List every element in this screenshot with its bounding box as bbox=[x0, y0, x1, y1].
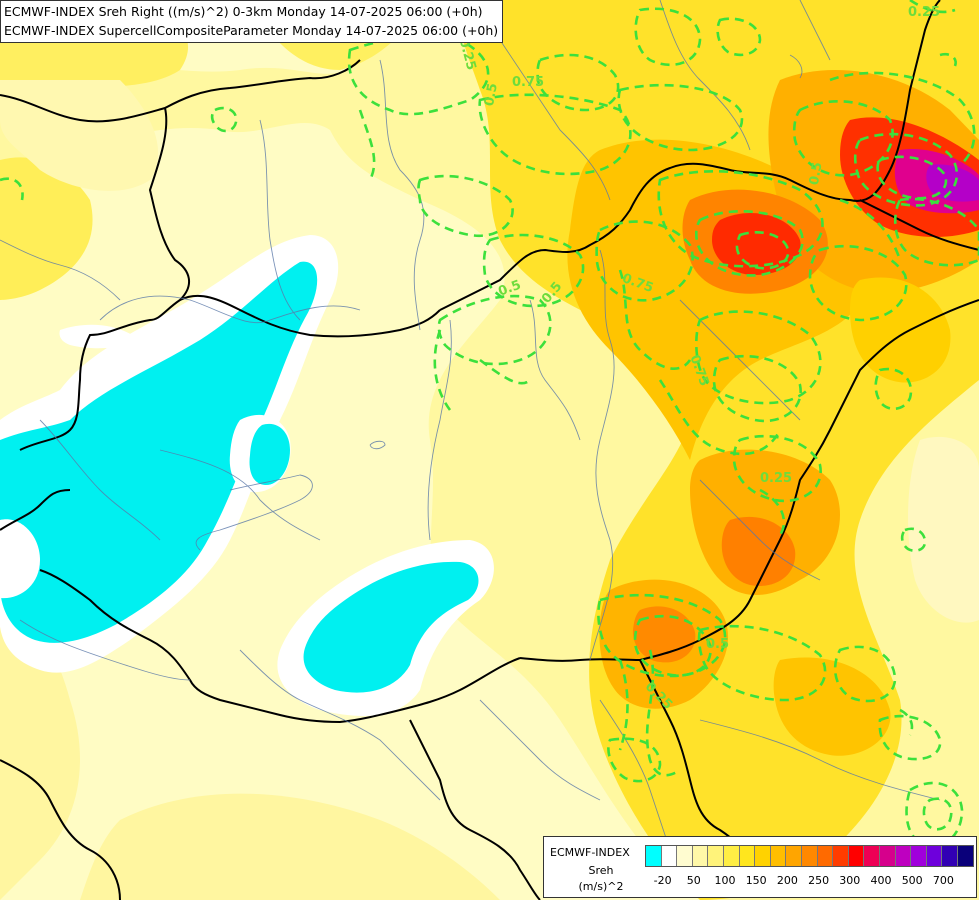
legend-tick: 200 bbox=[776, 874, 798, 887]
legend-tick: 700 bbox=[932, 874, 954, 887]
contour-label: 0.25 bbox=[760, 471, 792, 486]
legend-swatch bbox=[770, 846, 787, 866]
legend-tick: 50 bbox=[686, 874, 701, 887]
legend-swatch bbox=[911, 846, 927, 866]
legend-swatch bbox=[708, 846, 724, 866]
legend-tick: 400 bbox=[870, 874, 892, 887]
regional-lines bbox=[0, 0, 941, 881]
legend-swatch bbox=[723, 846, 740, 866]
contour-label: 0.75 bbox=[512, 75, 544, 90]
legend-swatch bbox=[661, 846, 678, 866]
legend-swatch bbox=[957, 846, 974, 866]
title-line-1: ECMWF-INDEX Sreh Right ((m/s)^2) 0-3km M… bbox=[4, 4, 483, 19]
legend-swatch bbox=[879, 846, 896, 866]
title-line-2: ECMWF-INDEX SupercellCompositeParameter … bbox=[4, 23, 499, 38]
legend-swatch bbox=[677, 846, 693, 866]
legend-swatch bbox=[895, 846, 912, 866]
contour-label: 0.5 bbox=[496, 278, 523, 300]
legend-unit: (m/s)^2 bbox=[578, 880, 624, 893]
contour-label: 0.5 bbox=[706, 637, 729, 652]
legend-tick: 300 bbox=[839, 874, 861, 887]
legend-swatch bbox=[833, 846, 849, 866]
sreh-cyan-areas bbox=[0, 80, 494, 716]
legend-swatch bbox=[646, 846, 662, 866]
legend-tick: 500 bbox=[901, 874, 923, 887]
legend-tick: 250 bbox=[808, 874, 830, 887]
legend-tick-labels: -20 50 100 150 200 250 300 400 500 700 bbox=[645, 874, 967, 890]
contour-label: 0.5 bbox=[482, 82, 501, 107]
legend-model-name: ECMWF-INDEX bbox=[550, 846, 630, 859]
legend-color-bar bbox=[645, 845, 975, 867]
legend-tick: -20 bbox=[653, 874, 672, 887]
legend-variable: Sreh bbox=[588, 864, 614, 877]
legend-swatch bbox=[692, 846, 709, 866]
legend-tick: 100 bbox=[714, 874, 736, 887]
color-legend: ECMWF-INDEX Sreh (m/s)^2 -20 50 100 150 200 2… bbox=[543, 836, 977, 898]
contour-label: 0.25 bbox=[908, 5, 940, 20]
legend-swatch bbox=[926, 846, 943, 866]
legend-swatch bbox=[739, 846, 756, 866]
scp-contours bbox=[0, 0, 979, 848]
legend-swatch bbox=[786, 846, 802, 866]
legend-swatch bbox=[801, 846, 818, 866]
legend-swatch bbox=[755, 846, 771, 866]
legend-swatch bbox=[864, 846, 880, 866]
legend-swatch bbox=[848, 846, 865, 866]
contour-label: 0.5 bbox=[807, 161, 826, 186]
map-title-box: ECMWF-INDEX Sreh Right ((m/s)^2) 0-3km M… bbox=[0, 0, 504, 43]
legend-swatch bbox=[817, 846, 834, 866]
legend-swatch bbox=[942, 846, 958, 866]
legend-tick: 150 bbox=[745, 874, 767, 887]
